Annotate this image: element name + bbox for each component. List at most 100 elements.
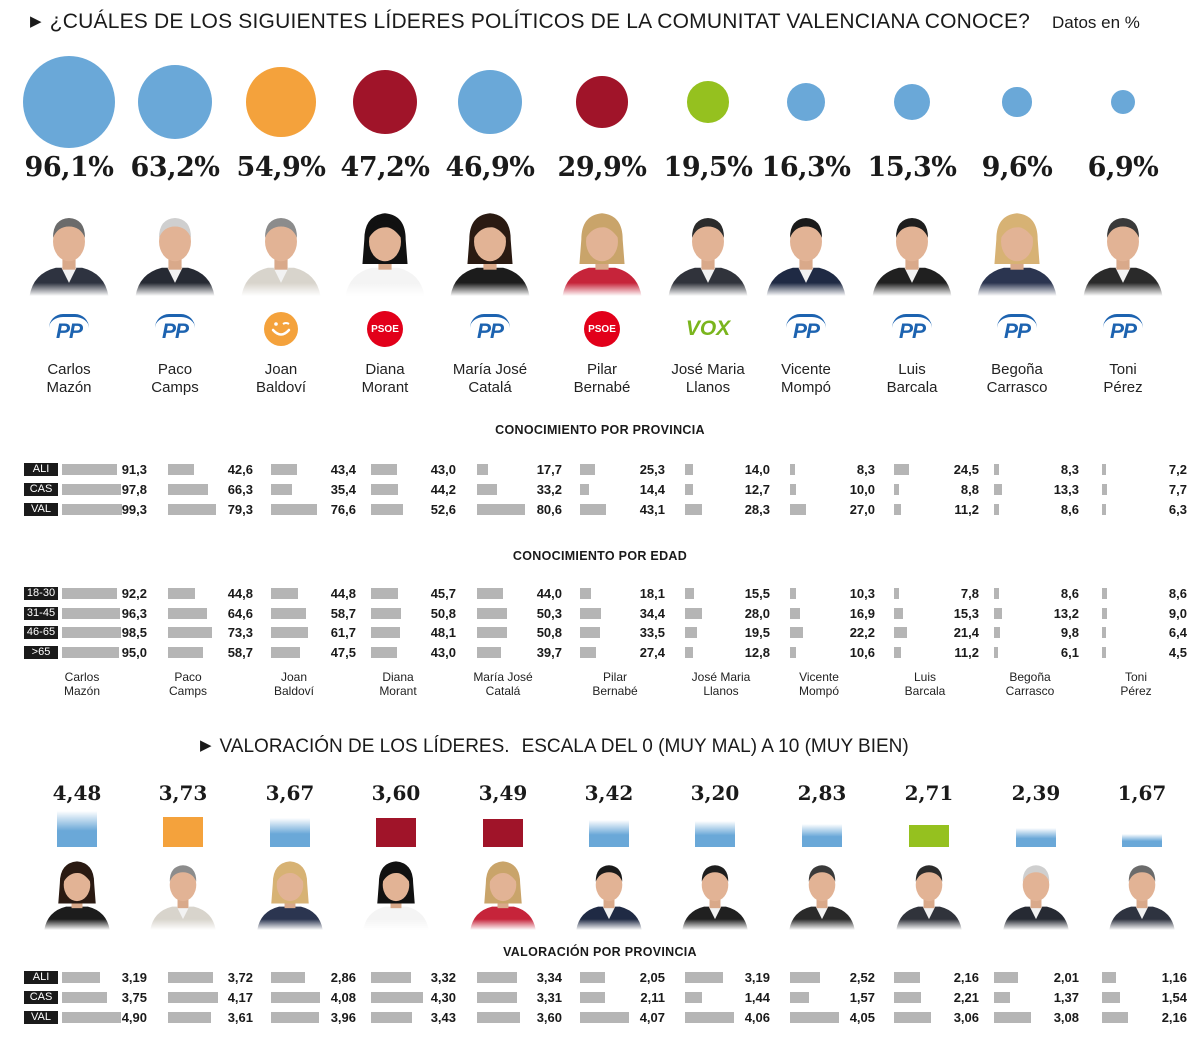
main-title-text: ¿CUÁLES DE LOS SIGUIENTES LÍDERES POLÍTI… bbox=[49, 10, 1031, 33]
pp-logo-icon: PP bbox=[155, 314, 195, 347]
province-rating-bar bbox=[168, 972, 213, 983]
province-rating-value: 2,16 bbox=[1161, 1010, 1187, 1025]
age-knowledge-bar bbox=[994, 607, 1002, 619]
rating-bar bbox=[1122, 833, 1162, 847]
leader-first-name: José Maria bbox=[671, 361, 745, 378]
percent-label: 63,2% bbox=[130, 152, 220, 183]
province-knowledge-bar bbox=[477, 464, 488, 475]
province-rating-bar bbox=[477, 972, 518, 983]
rating-portrait-8 bbox=[783, 852, 861, 930]
province-rating-value: 3,72 bbox=[227, 970, 253, 985]
province-rating-bar bbox=[894, 992, 921, 1003]
age-knowledge-bar bbox=[994, 588, 1000, 599]
leader-first-name: Joan bbox=[264, 361, 298, 378]
province-rating-bar bbox=[580, 1012, 629, 1023]
small-first-name: Begoña bbox=[1009, 670, 1051, 684]
province-knowledge-bar bbox=[62, 484, 121, 495]
portrait-7 bbox=[661, 200, 755, 298]
age-knowledge-bar bbox=[168, 588, 195, 599]
province-rating-bar bbox=[580, 972, 605, 983]
row-label: CAS bbox=[24, 991, 58, 1004]
province-knowledge-value: 33,2 bbox=[536, 482, 562, 497]
portrait-8 bbox=[759, 200, 853, 298]
province-knowledge-value: 24,5 bbox=[953, 462, 979, 477]
province-rating-value: 2,05 bbox=[639, 970, 665, 985]
bubble-10 bbox=[1002, 87, 1032, 117]
province-rating-value: 4,90 bbox=[121, 1010, 147, 1025]
portrait-10 bbox=[970, 200, 1064, 298]
age-knowledge-value: 50,8 bbox=[430, 605, 456, 621]
leader-first-name: Carlos bbox=[47, 361, 91, 378]
province-knowledge-value: 79,3 bbox=[227, 502, 253, 517]
age-knowledge-value: 61,7 bbox=[330, 625, 356, 641]
portrait-2 bbox=[128, 200, 222, 298]
bubble-6 bbox=[576, 76, 628, 128]
province-rating-value: 1,57 bbox=[849, 990, 875, 1005]
age-knowledge-value: 33,5 bbox=[639, 625, 665, 641]
leader-name: Diana Morant bbox=[330, 361, 440, 397]
rating-bar bbox=[909, 825, 949, 847]
age-knowledge-bar bbox=[371, 588, 399, 599]
leader-last-name: Mompó bbox=[780, 379, 832, 396]
small-last-name: Morant bbox=[379, 684, 417, 698]
small-leader-name: Carlos Mazón bbox=[27, 670, 137, 698]
rating-score: 2,83 bbox=[797, 781, 847, 805]
age-knowledge-bar bbox=[580, 607, 601, 619]
row-label: ALI bbox=[24, 463, 58, 476]
leader-name: José Maria Llanos bbox=[653, 361, 763, 397]
portrait-3 bbox=[234, 200, 328, 298]
bubble-7 bbox=[687, 81, 729, 123]
rating-score: 3,60 bbox=[371, 781, 421, 805]
psoe-logo-icon: PSOE bbox=[584, 311, 620, 347]
pp-logo-icon: PP bbox=[892, 314, 932, 347]
age-knowledge-value: 27,4 bbox=[639, 645, 665, 661]
province-rating-bar bbox=[62, 992, 107, 1003]
province-rating-value: 3,43 bbox=[430, 1010, 456, 1025]
rating-score: 3,67 bbox=[265, 781, 315, 805]
province-knowledge-value: 35,4 bbox=[330, 482, 356, 497]
age-knowledge-bar bbox=[994, 647, 998, 659]
small-last-name: Bernabé bbox=[592, 684, 638, 698]
age-knowledge-value: 96,3 bbox=[121, 605, 147, 621]
portrait-6 bbox=[555, 200, 649, 298]
province-rating-bar bbox=[790, 1012, 839, 1023]
age-knowledge-value: 39,7 bbox=[536, 645, 562, 661]
age-knowledge-bar bbox=[1102, 588, 1108, 599]
province-rating-bar bbox=[371, 1012, 413, 1023]
age-knowledge-bar bbox=[790, 627, 804, 639]
age-knowledge-value: 47,5 bbox=[330, 645, 356, 661]
province-rating-value: 2,01 bbox=[1053, 970, 1079, 985]
age-knowledge-bar bbox=[894, 588, 899, 599]
province-knowledge-bar bbox=[271, 484, 293, 495]
province-knowledge-value: 28,3 bbox=[744, 502, 770, 517]
rating-portrait-5 bbox=[464, 852, 542, 930]
province-rating-bar bbox=[685, 992, 703, 1003]
province-knowledge-bar bbox=[168, 484, 208, 495]
age-knowledge-value: 15,3 bbox=[953, 605, 979, 621]
age-knowledge-value: 44,8 bbox=[227, 586, 253, 601]
bubble-4 bbox=[352, 69, 418, 135]
province-rating-bar bbox=[994, 992, 1011, 1003]
rating-score: 2,71 bbox=[904, 781, 954, 805]
age-knowledge-value: 21,4 bbox=[953, 625, 979, 641]
province-rating-value: 2,52 bbox=[849, 970, 875, 985]
ratings-subtitle: ESCALA DEL 0 (MUY MAL) A 10 (MUY BIEN) bbox=[521, 736, 909, 757]
province-knowledge-value: 44,2 bbox=[430, 482, 456, 497]
age-knowledge-value: 19,5 bbox=[744, 625, 770, 641]
province-knowledge-bar bbox=[790, 464, 795, 475]
percent-label: 16,3% bbox=[761, 152, 851, 183]
age-knowledge-value: 98,5 bbox=[121, 625, 147, 641]
province-rating-value: 3,31 bbox=[536, 990, 562, 1005]
province-knowledge-value: 14,0 bbox=[744, 462, 770, 477]
province-knowledge-value: 66,3 bbox=[227, 482, 253, 497]
rating-portrait-7 bbox=[676, 852, 754, 930]
rating-bar bbox=[163, 817, 203, 847]
province-rating-value: 2,21 bbox=[953, 990, 979, 1005]
rating-bar bbox=[376, 818, 416, 847]
small-last-name: Mompó bbox=[798, 684, 839, 698]
age-knowledge-value: 73,3 bbox=[227, 625, 253, 641]
age-knowledge-value: 43,0 bbox=[430, 645, 456, 661]
age-knowledge-value: 22,2 bbox=[849, 625, 875, 641]
age-knowledge-bar bbox=[62, 627, 122, 639]
rating-score: 3,73 bbox=[158, 781, 208, 805]
